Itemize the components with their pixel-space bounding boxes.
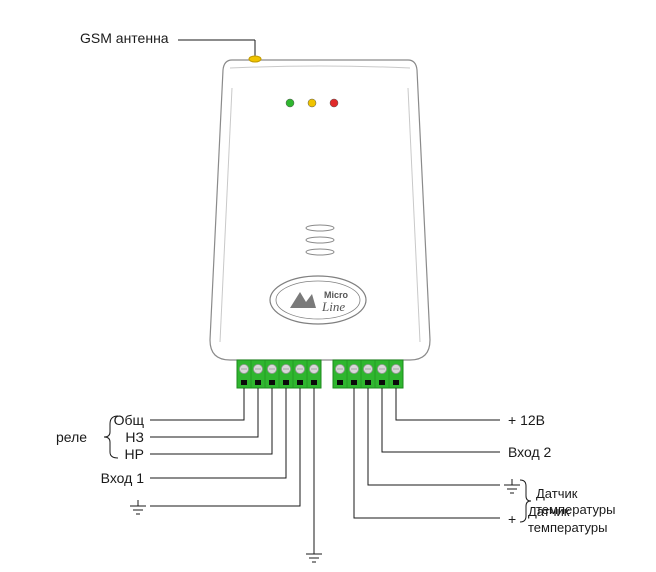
label-in2: Вход 2	[508, 444, 552, 460]
relay-label: реле	[56, 429, 87, 445]
wire	[354, 388, 500, 518]
terminal-hole	[393, 380, 399, 385]
terminal-hole	[283, 380, 289, 385]
device-body	[210, 60, 430, 360]
wire	[150, 388, 244, 420]
label-common: Общ	[114, 412, 145, 428]
sensor-label-2: температуры	[528, 520, 607, 535]
terminal-hole	[269, 380, 275, 385]
logo-text-line: Line	[321, 299, 345, 314]
terminal-hole	[379, 380, 385, 385]
label-in1: Вход 1	[101, 470, 145, 486]
terminal-hole	[311, 380, 317, 385]
sensor-label-b: температуры	[536, 502, 615, 517]
terminal-hole	[337, 380, 343, 385]
plus-symbol: +	[508, 511, 516, 527]
wire	[150, 388, 272, 454]
wire	[368, 388, 500, 485]
led-0	[286, 99, 294, 107]
wire	[150, 388, 300, 506]
gsm-antenna-label: GSM антенна	[80, 30, 169, 46]
label-nc: НЗ	[125, 429, 144, 445]
led-2	[330, 99, 338, 107]
terminal-hole	[351, 380, 357, 385]
antenna-icon	[249, 56, 261, 62]
label-p12v: + 12В	[508, 412, 545, 428]
sensor-label-a: Датчик	[536, 486, 578, 501]
wire	[396, 388, 500, 420]
wire	[150, 388, 258, 437]
terminal-hole	[241, 380, 247, 385]
terminal-hole	[297, 380, 303, 385]
led-1	[308, 99, 316, 107]
label-no: НР	[125, 446, 144, 462]
terminal-hole	[365, 380, 371, 385]
wire	[150, 388, 286, 478]
terminal-hole	[255, 380, 261, 385]
